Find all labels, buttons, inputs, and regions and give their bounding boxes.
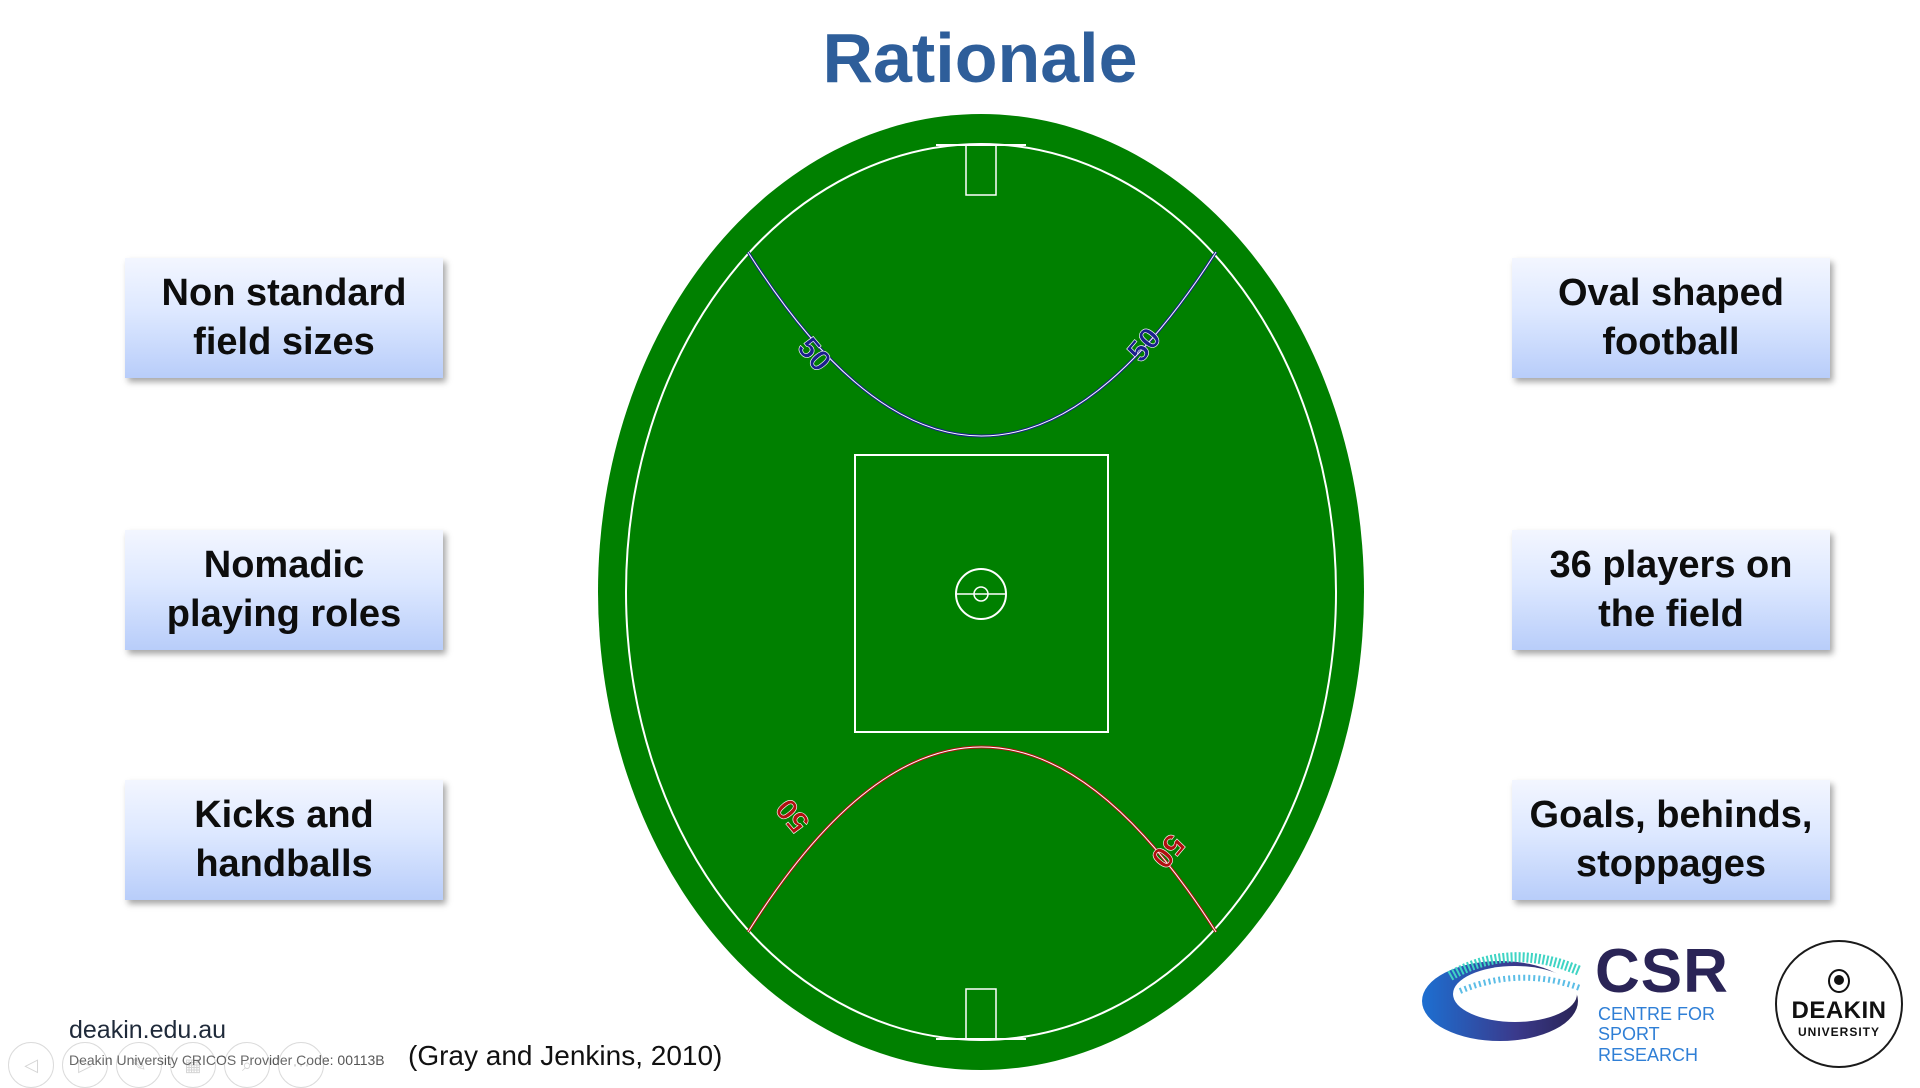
football-oval-field: 50 50 50 50 xyxy=(598,114,1364,1070)
top-goal-square xyxy=(965,144,997,196)
csr-logo: CSR CENTRE FOR SPORT RESEARCH xyxy=(1420,937,1750,1065)
deakin-logo: DEAKIN UNIVERSITY xyxy=(1775,940,1903,1068)
deakin-sub: UNIVERSITY xyxy=(1797,1025,1880,1039)
citation: (Gray and Jenkins, 2010) xyxy=(408,1040,723,1071)
box-field-sizes: Non standard field sizes xyxy=(125,258,443,378)
box-oval-football-text: Oval shaped football xyxy=(1558,271,1784,363)
footer-url: deakin.edu.au xyxy=(69,1016,227,1044)
centre-square xyxy=(854,454,1109,733)
box-goals-behinds: Goals, behinds, stoppages xyxy=(1512,780,1830,900)
box-oval-football: Oval shaped football xyxy=(1512,258,1830,378)
bottom-goal-square xyxy=(965,988,997,1040)
csr-swoosh-icon xyxy=(1422,952,1582,1041)
deakin-name: DEAKIN xyxy=(1791,997,1887,1024)
zoom-icon[interactable]: ⌕ xyxy=(224,1042,270,1088)
box-goals-behinds-text: Goals, behinds, stoppages xyxy=(1529,793,1813,885)
box-36-players: 36 players on the field xyxy=(1512,530,1830,650)
box-kicks-handballs-text: Kicks and handballs xyxy=(194,793,374,885)
slides-icon[interactable]: ▦ xyxy=(170,1042,216,1088)
box-36-players-text: 36 players on the field xyxy=(1549,543,1793,635)
slideshow-nav: ◁ ▷ ✎ ▦ ⌕ ⋯ xyxy=(8,1042,324,1088)
forward-arrow-icon[interactable]: ▷ xyxy=(62,1042,108,1088)
back-arrow-icon[interactable]: ◁ xyxy=(8,1042,54,1088)
csr-line2: SPORT RESEARCH xyxy=(1598,1024,1699,1065)
box-field-sizes-text: Non standard field sizes xyxy=(161,271,407,363)
csr-line1: CENTRE FOR xyxy=(1598,1004,1715,1024)
box-kicks-handballs: Kicks and handballs xyxy=(125,780,443,900)
more-icon[interactable]: ⋯ xyxy=(278,1042,324,1088)
csr-abbrev: CSR xyxy=(1595,937,1729,1006)
pen-icon[interactable]: ✎ xyxy=(116,1042,162,1088)
box-playing-roles-text: Nomadic playing roles xyxy=(166,543,402,635)
box-playing-roles: Nomadic playing roles xyxy=(125,530,443,650)
bottom-50-arc-inner xyxy=(747,746,1217,933)
slide-title: Rationale xyxy=(822,19,1138,97)
top-50-arc-inner xyxy=(747,251,1217,437)
deakin-crest-icon xyxy=(1828,969,1850,993)
grass-oval xyxy=(598,114,1364,1070)
